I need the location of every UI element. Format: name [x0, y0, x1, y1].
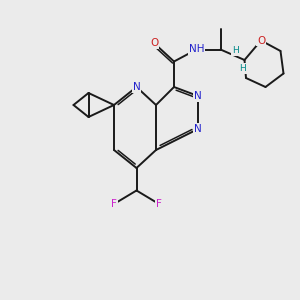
Text: H: H: [232, 46, 239, 56]
Text: N: N: [194, 91, 202, 101]
Text: F: F: [156, 199, 162, 209]
Text: NH: NH: [189, 44, 204, 55]
Text: N: N: [133, 82, 140, 92]
Text: F: F: [156, 199, 162, 209]
Text: H: H: [240, 64, 246, 73]
Text: O: O: [150, 38, 159, 49]
Text: O: O: [257, 35, 265, 46]
Text: O: O: [257, 35, 265, 46]
Text: H: H: [232, 46, 239, 56]
Text: N: N: [194, 124, 202, 134]
Text: N: N: [194, 91, 202, 101]
Text: N: N: [194, 124, 202, 134]
Text: O: O: [150, 38, 159, 49]
Text: F: F: [111, 199, 117, 209]
Text: H: H: [240, 64, 246, 73]
Text: NH: NH: [189, 44, 204, 55]
Text: N: N: [133, 82, 140, 92]
Text: F: F: [111, 199, 117, 209]
